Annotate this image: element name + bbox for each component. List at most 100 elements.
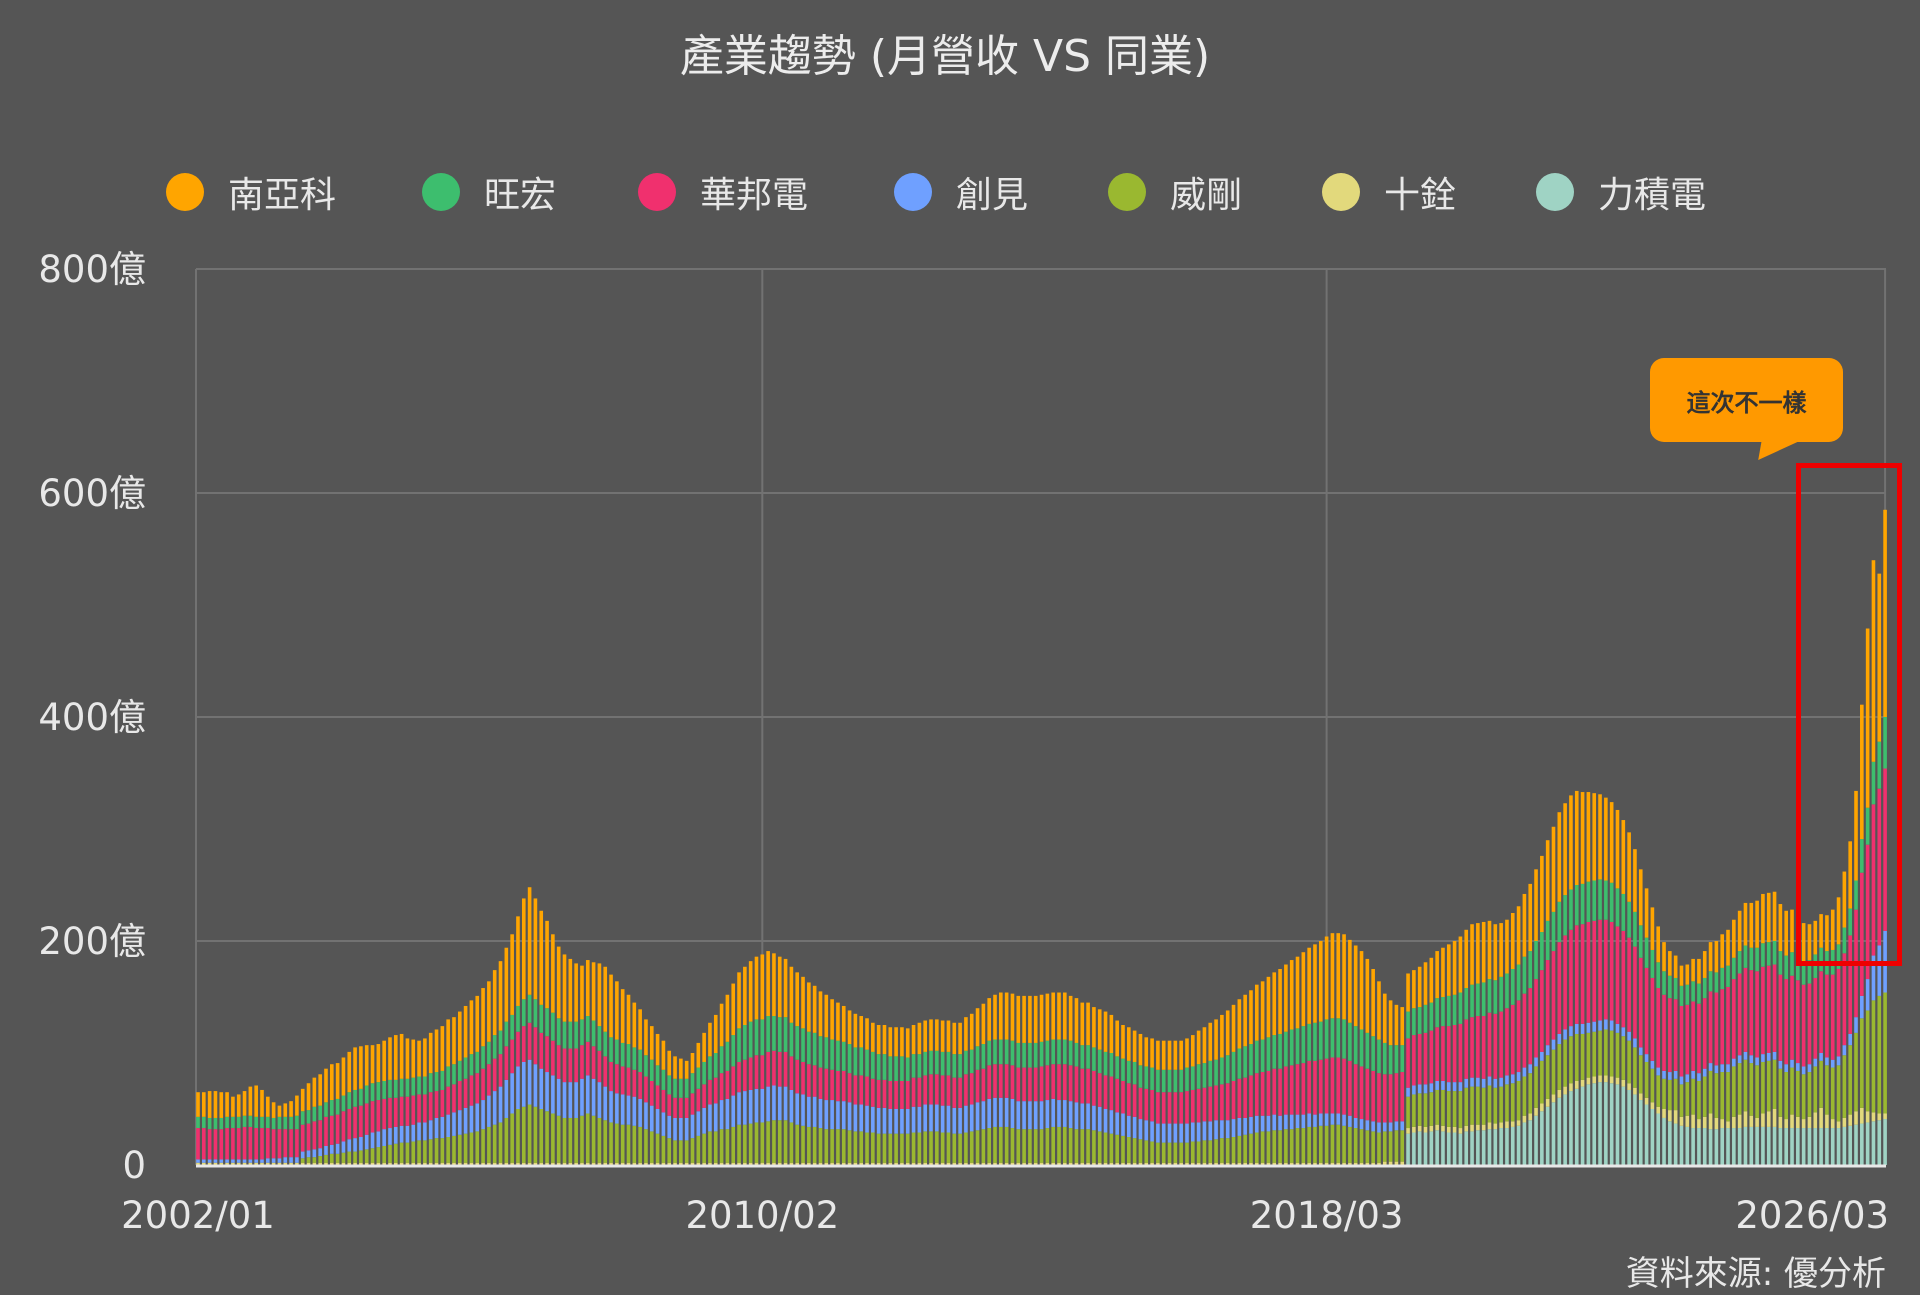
bar-segment [609,1122,613,1163]
bar-segment [1598,1075,1602,1083]
bar-segment [725,1041,730,1071]
legend-item[interactable]: 十銓 [1322,168,1456,216]
bar-segment [1737,1055,1742,1064]
bar-segment [1540,1111,1544,1165]
bar-segment [1301,1114,1306,1129]
bar-segment [1545,840,1550,921]
bar-segment [649,1105,654,1132]
bar-segment [1854,1124,1858,1165]
legend-item[interactable]: 力積電 [1536,168,1706,216]
bar-segment [370,1148,375,1163]
bar-segment [428,1139,433,1163]
bar-segment [423,1094,427,1123]
bar-segment [1499,1011,1503,1078]
bar-segment [737,1124,741,1163]
bar-segment [1173,1162,1178,1165]
bar-segment [975,1102,980,1131]
bar-segment [702,1162,706,1165]
bar-segment [1481,1016,1486,1079]
bar-segment [1505,919,1509,974]
bar-segment [1813,977,1818,1059]
bar-segment [504,1117,509,1163]
bar-segment [1237,1048,1242,1079]
bar-segment [597,1162,602,1165]
legend-dot-icon [422,173,460,211]
bar-segment [1080,1002,1085,1046]
bar-segment [1452,1091,1457,1127]
bar-segment [1173,1142,1178,1163]
legend-item[interactable]: 旺宏 [422,168,556,216]
bar-segment [1446,944,1451,996]
bar-segment [1487,920,1492,980]
bar-segment [603,966,608,1032]
bar-segment [370,1045,375,1084]
bar-segment [841,1162,846,1165]
bar-segment [236,1116,241,1129]
bar-segment [1470,1124,1474,1132]
bar-segment [428,1032,433,1074]
bar-segment [1353,1117,1358,1129]
bar-segment [1563,803,1567,896]
bar-segment [1574,1088,1579,1165]
bar-segment [1121,1113,1125,1136]
bar-segment [748,1162,753,1165]
bar-segment [335,1162,340,1165]
bar-segment [516,1162,520,1165]
bar-segment [655,1133,660,1163]
bar-segment [1080,1068,1085,1104]
bar-segment [667,1115,672,1139]
bar-segment [1691,1128,1695,1165]
bar-segment [1435,1089,1439,1125]
bar-segment [1266,1131,1271,1163]
bar-segment [1435,1081,1439,1090]
bar-segment [789,1089,794,1123]
bar-segment [1557,812,1562,902]
bar-segment [1249,1162,1253,1165]
bar-segment [510,934,514,1015]
bar-segment [1109,1110,1114,1134]
bar-segment [818,1036,823,1068]
bar-segment [1191,1162,1195,1165]
bar-segment [1423,1084,1428,1094]
bar-segment [347,1092,352,1109]
bar-segment [533,1106,538,1163]
bar-segment [1394,1130,1399,1162]
bar-segment [248,1126,253,1160]
bar-segment [1732,957,1736,980]
bar-segment [1510,1126,1515,1165]
legend-item[interactable]: 華邦電 [638,168,808,216]
legend-item[interactable]: 南亞科 [166,168,336,216]
bar-segment [597,1082,602,1118]
bar-segment [1638,1055,1643,1094]
bar-segment [1656,962,1661,989]
chart-title: 產業趨勢 (月營收 VS 同業) [679,31,1211,82]
bar-segment [318,1105,322,1121]
bar-segment [1254,1040,1259,1074]
bar-segment [679,1058,683,1079]
bar-segment [1493,1078,1498,1088]
bar-segment [1534,941,1538,980]
bar-segment [1761,1126,1765,1165]
bar-segment [1540,855,1544,933]
bar-segment [1348,1162,1352,1165]
legend-item[interactable]: 威剛 [1108,168,1242,216]
bar-segment [1336,933,1341,1019]
bar-segment [1743,1059,1748,1112]
annotation-callout: 這次不一樣 [1650,358,1843,442]
bar-segment [876,1079,881,1108]
bar-segment [1359,951,1364,1030]
bar-segment [841,1041,846,1071]
bar-segment [1813,1128,1818,1165]
bar-segment [1702,1068,1707,1077]
bar-segment [1109,1162,1114,1165]
bar-segment [1254,984,1259,1041]
bar-segment [1638,925,1643,958]
bar-segment [1028,995,1032,1043]
bar-segment [1627,1031,1631,1041]
bar-segment [760,1162,765,1165]
bar-segment [393,1162,398,1165]
legend-item[interactable]: 創見 [894,168,1028,216]
bar-segment [1318,1162,1323,1165]
bar-segment [1063,1162,1067,1165]
bar-segment [1109,1014,1114,1053]
